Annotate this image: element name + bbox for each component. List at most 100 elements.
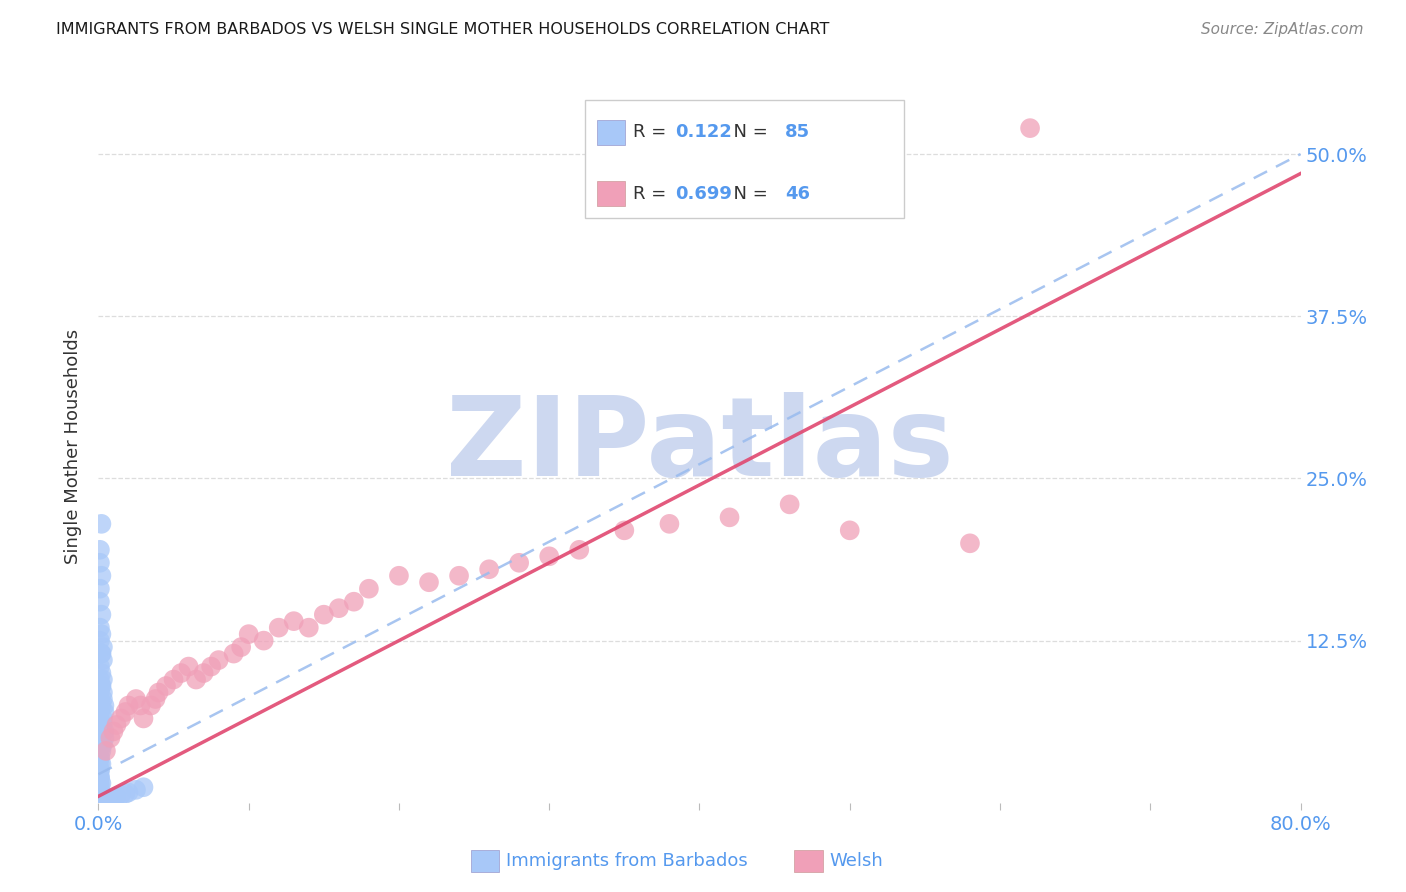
Point <box>89 782 111 797</box>
Point <box>90 679 112 693</box>
Point <box>538 549 561 564</box>
Point <box>89 764 111 778</box>
Point <box>89 776 111 790</box>
Text: 0.122: 0.122 <box>675 123 733 141</box>
Point <box>90 738 112 752</box>
Point <box>89 764 111 778</box>
Point <box>222 647 245 661</box>
Point <box>89 685 111 699</box>
Point <box>447 568 470 582</box>
Point <box>231 640 253 654</box>
Text: R =: R = <box>633 185 672 202</box>
Point <box>125 692 148 706</box>
Point <box>89 724 111 739</box>
Point <box>89 793 111 807</box>
Point <box>93 698 115 713</box>
Point <box>200 659 222 673</box>
Point <box>343 595 366 609</box>
Point <box>90 698 112 713</box>
Point <box>125 782 148 797</box>
Point <box>508 556 530 570</box>
Point <box>90 647 112 661</box>
Point <box>170 666 193 681</box>
Point <box>89 789 111 804</box>
Point <box>91 653 114 667</box>
Text: N =: N = <box>721 185 773 202</box>
Point <box>90 793 112 807</box>
Point <box>90 647 112 661</box>
Point <box>94 744 117 758</box>
Point <box>100 792 122 806</box>
Text: R =: R = <box>633 123 672 141</box>
Point <box>89 692 111 706</box>
Point <box>89 711 111 725</box>
Text: N =: N = <box>721 123 773 141</box>
Point <box>93 705 115 719</box>
Text: Immigrants from Barbados: Immigrants from Barbados <box>506 852 748 871</box>
Point <box>89 750 111 764</box>
Point <box>89 621 111 635</box>
Point <box>91 711 114 725</box>
Text: 85: 85 <box>785 123 810 141</box>
Text: Source: ZipAtlas.com: Source: ZipAtlas.com <box>1201 22 1364 37</box>
Point <box>89 705 111 719</box>
Point <box>89 782 111 797</box>
Point <box>89 633 111 648</box>
Point <box>658 516 681 531</box>
Point <box>253 633 276 648</box>
Point <box>388 568 411 582</box>
Point <box>89 793 111 807</box>
Text: Welsh: Welsh <box>830 852 883 871</box>
Point <box>155 679 177 693</box>
Text: 0.699: 0.699 <box>675 185 733 202</box>
Point <box>90 744 112 758</box>
Point <box>91 673 114 687</box>
Point <box>568 542 591 557</box>
Point <box>418 575 440 590</box>
Point <box>90 627 112 641</box>
Point <box>89 793 111 807</box>
Point <box>718 510 741 524</box>
Point <box>105 718 128 732</box>
Point <box>103 790 125 805</box>
Point <box>328 601 350 615</box>
Point <box>91 692 114 706</box>
Point <box>89 750 111 764</box>
Point <box>208 653 231 667</box>
Point <box>312 607 335 622</box>
Y-axis label: Single Mother Households: Single Mother Households <box>65 328 83 564</box>
Text: ZIPatlas: ZIPatlas <box>446 392 953 500</box>
Point <box>184 673 207 687</box>
Point <box>110 711 132 725</box>
Point <box>89 789 111 804</box>
Point <box>93 793 115 807</box>
Point <box>90 516 112 531</box>
Point <box>89 792 111 806</box>
Point <box>110 788 132 802</box>
Point <box>100 731 122 745</box>
Point <box>267 621 290 635</box>
Point <box>96 793 118 807</box>
Point <box>89 770 111 784</box>
Point <box>89 785 111 799</box>
Point <box>89 770 111 784</box>
Point <box>89 793 111 807</box>
Point <box>89 542 111 557</box>
Point <box>105 789 128 804</box>
Point <box>129 698 152 713</box>
Point <box>238 627 260 641</box>
Point <box>94 793 117 807</box>
Point <box>89 792 111 806</box>
Point <box>145 692 167 706</box>
Point <box>162 673 184 687</box>
Point <box>90 793 112 807</box>
Point <box>193 666 215 681</box>
Text: IMMIGRANTS FROM BARBADOS VS WELSH SINGLE MOTHER HOUSEHOLDS CORRELATION CHART: IMMIGRANTS FROM BARBADOS VS WELSH SINGLE… <box>56 22 830 37</box>
Point <box>177 659 200 673</box>
Point <box>89 788 111 802</box>
Point <box>613 524 636 538</box>
Point <box>93 724 115 739</box>
Point <box>478 562 501 576</box>
Point <box>298 621 321 635</box>
Point <box>779 497 801 511</box>
